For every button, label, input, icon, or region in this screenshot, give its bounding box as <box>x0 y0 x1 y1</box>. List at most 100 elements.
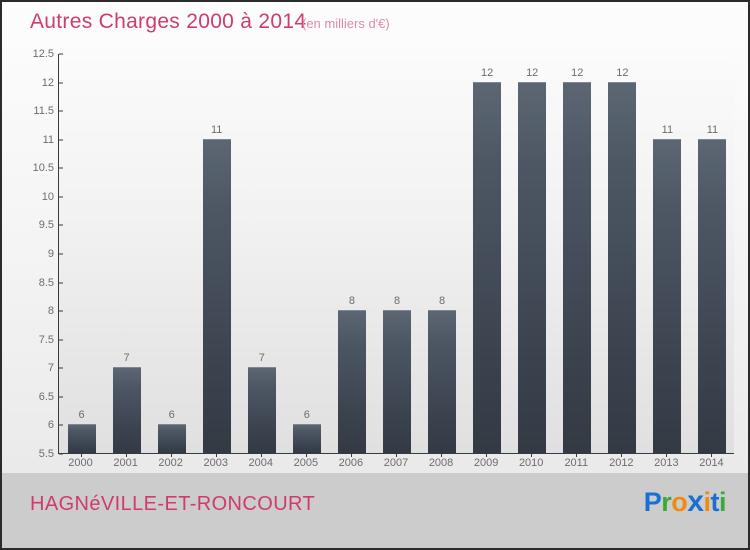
bar[interactable] <box>698 138 727 453</box>
bar-slot: 6 <box>60 54 104 457</box>
bar-value-label: 8 <box>393 295 401 308</box>
x-axis-tick-label: 2014 <box>699 457 724 469</box>
bar-value-label: 7 <box>258 352 265 365</box>
bar-slot: 6 <box>150 54 194 457</box>
bar-value-label: 7 <box>123 352 130 365</box>
x-axis-tick-mark <box>80 453 82 457</box>
x-axis-tick-mark <box>170 453 172 457</box>
logo-letter-o: o <box>671 487 688 517</box>
x-axis-tick-mark <box>486 453 488 457</box>
bar-slot: 11 <box>645 54 689 457</box>
bar-slot: 7 <box>240 54 284 457</box>
bar[interactable] <box>563 81 592 453</box>
x-axis-tick-mark <box>531 453 533 457</box>
chart-header: Autres Charges 2000 à 2014 (en milliers … <box>2 2 748 42</box>
x-axis-tick-label: 2010 <box>518 457 544 469</box>
y-axis-tick-label: 9.5 <box>38 219 54 232</box>
x-axis-tick-mark <box>125 453 127 457</box>
y-axis-tick-label: 12.5 <box>32 48 54 60</box>
bar-slot: 6 <box>285 54 329 457</box>
bar-value-label: 12 <box>526 66 539 79</box>
x-axis-tick-label: 2001 <box>113 457 138 469</box>
y-axis-tick-label: 5.5 <box>38 448 54 460</box>
x-axis-tick-label: 2006 <box>338 457 364 469</box>
bar[interactable] <box>292 424 321 453</box>
x-axis-tick-label: 2000 <box>68 457 93 469</box>
x-axis-tick-mark <box>621 453 623 457</box>
x-axis-tick-mark <box>711 453 713 457</box>
bar-value-label: 12 <box>571 66 584 79</box>
bar-slot: 12 <box>555 54 599 457</box>
y-axis-tick-label: 11 <box>42 133 54 146</box>
proxiti-logo[interactable]: Proxiti <box>643 485 727 519</box>
bar-slot: 11 <box>195 54 239 457</box>
bar[interactable] <box>247 367 276 453</box>
y-axis-tick-mark <box>59 282 63 284</box>
bar[interactable] <box>337 310 366 453</box>
bar-value-label: 6 <box>78 409 85 422</box>
x-axis-tick-label: 2002 <box>158 457 183 469</box>
bar[interactable] <box>383 310 411 453</box>
y-axis-tick-label: 7.5 <box>38 333 54 346</box>
bar-value-label: 11 <box>661 123 674 136</box>
y-axis-tick-label: 6.5 <box>38 390 54 403</box>
y-axis-tick-label: 11.5 <box>33 105 54 118</box>
y-axis-tick-mark <box>59 367 63 369</box>
page-title: Autres Charges 2000 à 2014 <box>30 10 307 33</box>
x-axis-tick-label: 2012 <box>609 457 634 469</box>
x-axis-tick-label: 2007 <box>383 457 409 469</box>
y-axis-tick-mark <box>59 110 63 112</box>
plot-area: 5.5 6 6.5 7 7.5 8 8.5 9 9.5 10 10.5 11 11.5 12 12.5 6 7… <box>33 48 734 460</box>
y-axis-tick-mark <box>59 453 63 455</box>
y-axis-tick-mark <box>59 396 63 398</box>
logo-letter-p: P <box>643 487 662 517</box>
bar-value-label: 11 <box>211 123 223 136</box>
x-axis-tick-mark <box>350 453 352 457</box>
bar[interactable] <box>202 138 231 453</box>
bar[interactable] <box>473 81 502 453</box>
y-axis-tick-label: 10 <box>41 190 54 203</box>
bar-value-label: 8 <box>439 295 446 308</box>
bar-value-label: 12 <box>481 66 494 79</box>
bar-value-label: 11 <box>706 123 719 136</box>
bar[interactable] <box>428 310 457 453</box>
bar-slot: 8 <box>330 54 374 457</box>
bar-slot: 11 <box>690 54 734 457</box>
x-axis-tick-mark <box>441 453 443 457</box>
x-axis-tick-label: 2009 <box>473 457 499 469</box>
y-axis-tick-mark <box>59 424 63 426</box>
bar[interactable] <box>112 367 141 453</box>
x-axis-tick-label: 2013 <box>654 457 679 469</box>
y-axis-tick-label: 12 <box>41 76 54 89</box>
bar-value-label: 12 <box>616 66 629 79</box>
y-axis-tick-label: 10.5 <box>32 162 54 175</box>
chart-subtitle: (en milliers d'€) <box>302 16 390 31</box>
y-axis-tick-mark <box>59 224 63 226</box>
bar[interactable] <box>608 81 637 453</box>
bar[interactable] <box>157 424 186 453</box>
bar-slot: 12 <box>465 54 509 457</box>
x-axis-tick-mark <box>396 453 397 457</box>
logo-letter-t: t <box>710 487 719 517</box>
y-axis-tick-label: 7 <box>47 362 54 375</box>
bar-slot: 8 <box>375 54 419 457</box>
bar-value-label: 8 <box>348 295 355 308</box>
y-axis-tick-label: 9 <box>47 248 54 260</box>
x-axis-tick-label: 2003 <box>203 457 228 469</box>
bar-slot: 12 <box>600 54 644 457</box>
logo-letter-i2: i <box>718 487 727 517</box>
bar[interactable] <box>67 424 96 453</box>
chart-footer: HAGNéVILLE-ET-RONCOURT Proxiti <box>2 473 748 548</box>
bar[interactable] <box>653 138 682 453</box>
bar-value-label: 6 <box>168 409 175 422</box>
bar[interactable] <box>518 81 547 453</box>
y-axis-tick-mark <box>59 139 63 141</box>
x-axis-tick-label: 2004 <box>248 457 274 469</box>
y-axis-tick-mark <box>59 53 63 55</box>
x-axis-tick-mark <box>305 453 307 457</box>
y-axis-tick-mark <box>59 310 63 312</box>
x-axis-tick-mark <box>260 453 262 457</box>
x-axis-tick-label: 2008 <box>428 457 454 469</box>
y-axis-tick-mark <box>59 253 63 255</box>
